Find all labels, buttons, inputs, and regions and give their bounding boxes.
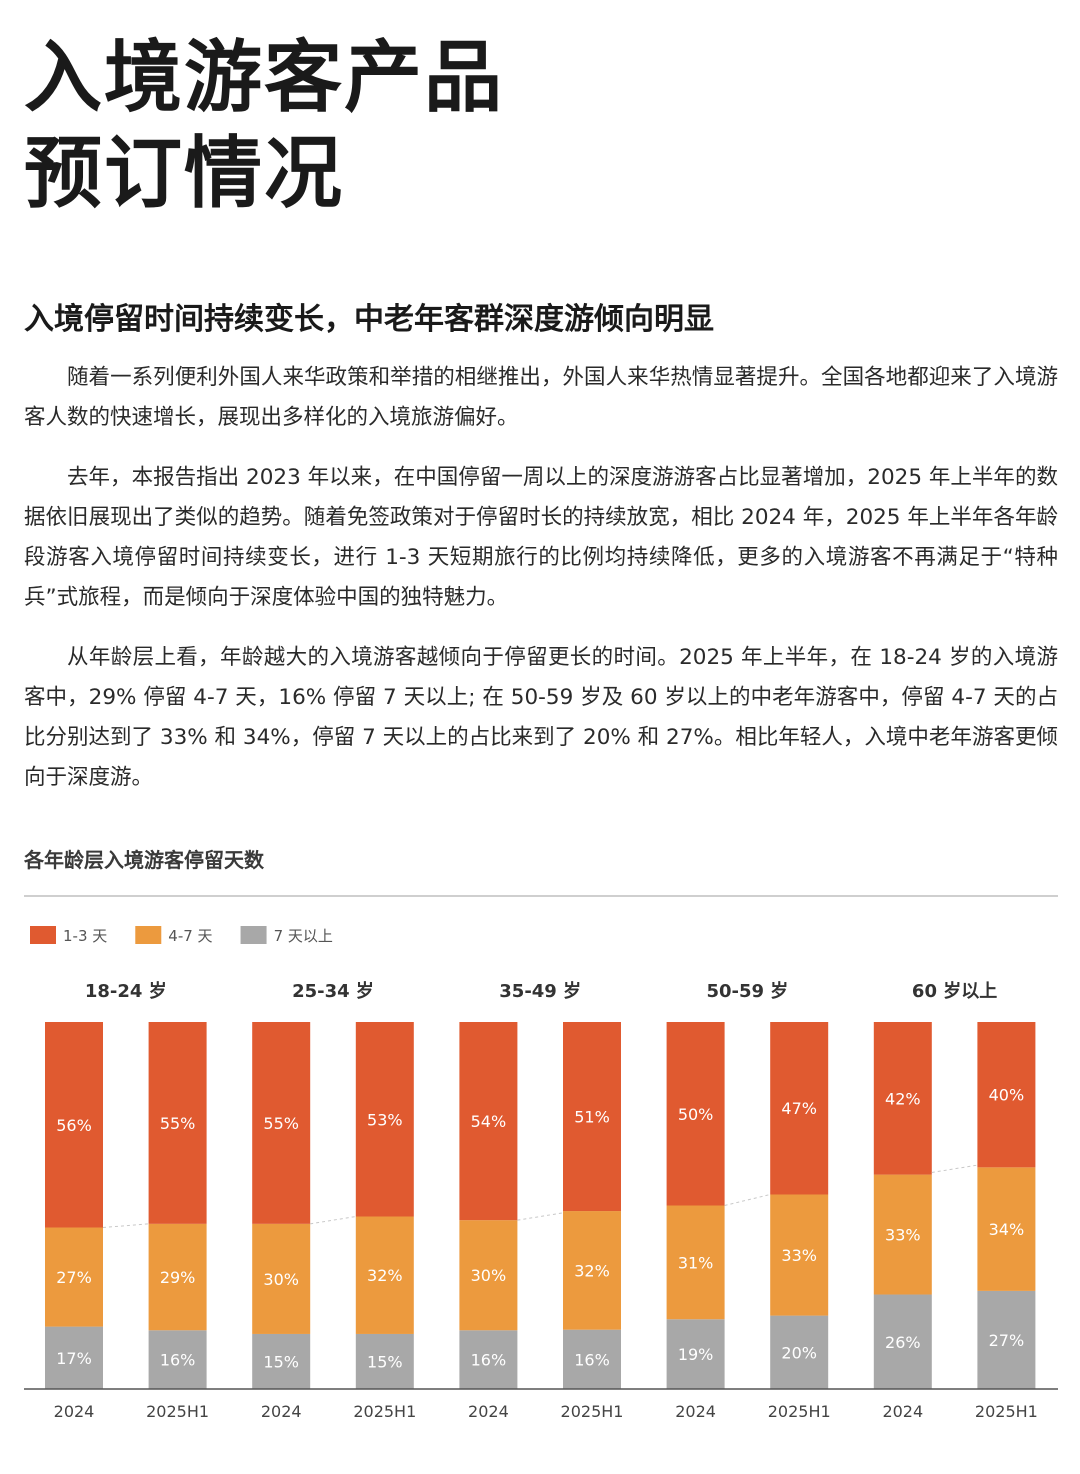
x-tick-label-3: 2025H1 [353,1402,416,1421]
data-label-3-0: 15% [367,1352,403,1371]
data-label-9-1: 34% [989,1220,1025,1239]
connector-line-1 [310,1216,356,1225]
body-text: 随着一系列便利外国人来华政策和举措的相继推出，外国人来华热情显著提升。全国各地都… [24,358,1058,818]
bar-segment-0-2 [45,1022,103,1228]
bar-segment-7-1 [770,1194,829,1316]
bar-segment-7-0 [770,1315,829,1389]
x-tick-label-6: 2024 [675,1402,716,1421]
x-tick-label-0: 2024 [54,1402,95,1421]
x-tick-label-4: 2024 [468,1402,509,1421]
bar-segment-2-2 [252,1022,311,1224]
bar-segment-2-0 [252,1333,311,1389]
bar-segment-9-1 [977,1167,1036,1291]
data-label-6-1: 31% [678,1253,714,1272]
x-tick-label-9: 2025H1 [975,1402,1038,1421]
page-title-line-1: 入境游客产品 [24,32,505,123]
bar-segment-5-0 [563,1329,621,1389]
chart-divider [24,895,1058,897]
bar-segment-5-1 [563,1211,621,1330]
bar-segment-5-2 [563,1022,621,1212]
data-label-5-2: 51% [574,1108,610,1127]
bar-segment-6-1 [666,1205,725,1320]
connector-line-3 [724,1194,771,1206]
data-label-6-0: 19% [678,1345,714,1364]
group-label-0: 18-24 岁 [85,980,167,1002]
data-label-0-0: 17% [56,1349,92,1368]
data-label-9-2: 40% [989,1086,1025,1105]
chart-title: 各年龄层入境游客停留天数 [24,848,264,872]
legend-swatch-1 [135,926,162,944]
data-label-3-2: 53% [367,1110,403,1129]
legend-swatch-0 [30,926,56,944]
legend-label-1: 4-7 天 [168,927,212,945]
data-label-1-1: 29% [160,1268,196,1287]
bar-segment-4-1 [459,1220,518,1331]
data-label-5-1: 32% [574,1261,610,1280]
bar-segment-8-2 [873,1022,932,1175]
x-tick-label-7: 2025H1 [768,1402,831,1421]
data-label-4-0: 16% [471,1351,507,1370]
paragraph-1: 随着一系列便利外国人来华政策和举措的相继推出，外国人来华热情显著提升。全国各地都… [24,365,1058,430]
data-label-3-1: 32% [367,1266,403,1285]
data-label-8-0: 26% [885,1333,921,1352]
data-label-7-2: 47% [781,1099,817,1118]
bar-segment-8-0 [873,1294,932,1389]
paragraph-2: 去年，本报告指出 2023 年以来，在中国停留一周以上的深度游游客占比显著增加，… [24,465,1058,610]
data-label-7-0: 20% [781,1343,817,1362]
bar-segment-3-0 [355,1333,414,1389]
x-tick-label-8: 2024 [882,1402,923,1421]
bar-segment-0-0 [45,1326,103,1389]
legend-label-2: 7 天以上 [274,927,333,945]
data-label-0-1: 27% [56,1268,92,1287]
page-title: 入境游客产品 预订情况 [24,30,724,222]
paragraph-3: 从年龄层上看，年龄越大的入境游客越倾向于停留更长的时间。2025 年上半年，在 … [24,645,1058,790]
data-label-7-1: 33% [781,1246,817,1265]
data-label-2-0: 15% [263,1352,299,1371]
data-label-2-2: 55% [263,1114,299,1133]
bar-segment-2-1 [252,1223,311,1334]
page-title-line-2: 预订情况 [24,128,345,219]
data-label-9-0: 27% [989,1331,1025,1350]
connector-line-0 [102,1223,149,1229]
group-label-2: 35-49 岁 [499,980,581,1002]
bar-segment-1-2 [148,1022,207,1224]
connector-line-2 [517,1212,564,1221]
group-label-4: 60 岁以上 [912,980,997,1002]
group-label-3: 50-59 岁 [706,980,788,1002]
section-heading: 入境停留时间持续变长，中老年客群深度游倾向明显 [24,302,714,337]
x-tick-label-2: 2024 [261,1402,302,1421]
stacked-bar-chart: 1-3 天 4-7 天 7 天以上 18-24 岁 25-34 岁 35-49 岁 50-5… [24,926,1058,1421]
bar-segment-4-0 [459,1330,518,1389]
x-tick-label-5: 2025H1 [561,1402,624,1421]
legend-swatch-2 [240,926,267,944]
bar-segment-6-0 [666,1319,725,1389]
data-label-6-2: 50% [678,1105,714,1124]
bar-segment-1-0 [148,1330,207,1389]
data-label-1-2: 55% [160,1114,196,1133]
bar-segment-8-1 [873,1174,932,1295]
data-label-2-1: 30% [263,1270,299,1289]
x-tick-label-1: 2025H1 [146,1402,209,1421]
data-label-1-0: 16% [160,1351,196,1370]
bar-segment-1-1 [148,1223,207,1331]
bar-segment-7-2 [770,1022,829,1195]
bar-segment-6-2 [666,1022,725,1206]
connector-line-4 [931,1164,978,1173]
bar-segment-0-1 [45,1227,103,1327]
data-label-4-1: 30% [471,1266,507,1285]
legend-label-0: 1-3 天 [63,927,107,945]
bar-segment-4-2 [459,1022,518,1221]
data-label-5-0: 16% [574,1350,610,1369]
bar-segment-9-2 [977,1022,1036,1168]
data-label-4-2: 54% [471,1112,507,1131]
bar-segment-3-2 [355,1022,414,1217]
data-label-8-1: 33% [885,1226,921,1245]
bar-segment-9-0 [977,1290,1036,1389]
data-label-0-2: 56% [56,1116,92,1135]
group-label-1: 25-34 岁 [292,980,374,1002]
data-label-8-2: 42% [885,1089,921,1108]
bar-segment-3-1 [355,1216,414,1334]
